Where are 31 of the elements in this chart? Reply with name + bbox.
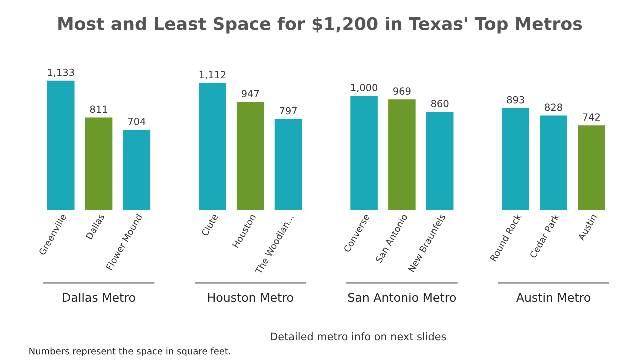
text: Dallas Metro	[63, 292, 136, 302]
data-label: 828	[545, 104, 562, 112]
bar	[502, 108, 530, 211]
bar	[199, 83, 226, 211]
bar	[85, 118, 113, 211]
text: Austin Metro	[516, 292, 590, 302]
data-label: 1,000	[351, 84, 378, 92]
data-label: 1,112	[200, 71, 226, 80]
data-label: 860	[431, 100, 449, 108]
text: Houston Metro	[208, 293, 294, 302]
bar	[236, 102, 264, 211]
bar	[274, 119, 302, 211]
bar	[578, 126, 606, 211]
chart-title: Most and Least Space for $1,200 in Texas' Top Metros	[58, 17, 582, 34]
data-label: 797	[280, 107, 297, 115]
data-label: 704	[128, 118, 146, 126]
bar	[540, 116, 568, 211]
data-label: 742	[583, 114, 600, 121]
text: Numbers represent the space in square feet.	[30, 348, 230, 356]
text: San Antonio Metro	[348, 292, 456, 302]
bar	[123, 130, 151, 211]
bar	[350, 96, 378, 211]
text: Detailed metro info on next slides	[271, 332, 446, 341]
data-label: 969	[394, 88, 411, 95]
data-label: 947	[242, 90, 260, 98]
data-label: 1,133	[48, 68, 74, 78]
bar	[388, 100, 416, 211]
bar	[47, 80, 75, 211]
data-label: 811	[90, 106, 108, 114]
bar	[426, 112, 454, 211]
data-label: 893	[507, 96, 524, 104]
